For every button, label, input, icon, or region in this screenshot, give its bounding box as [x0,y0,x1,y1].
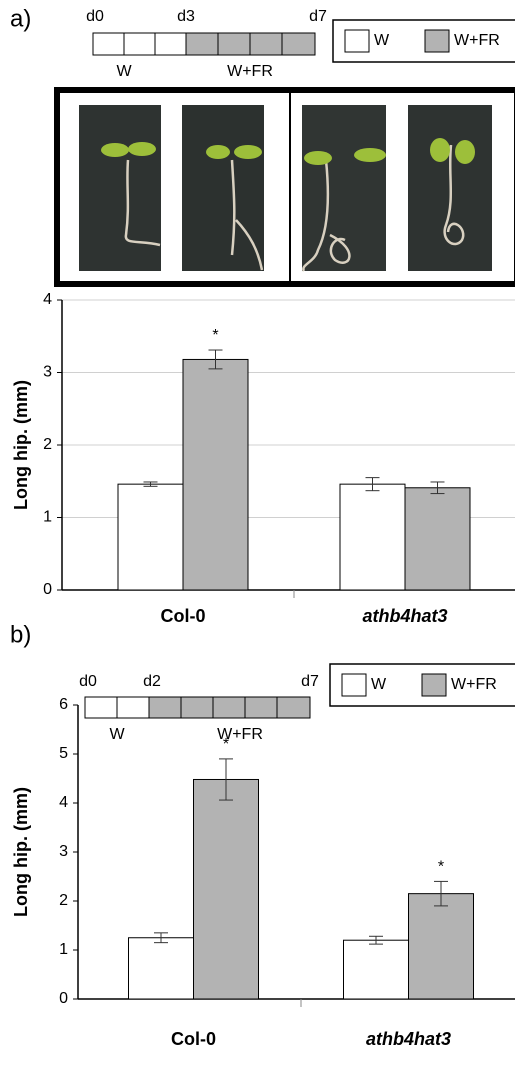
significance-mark: * [438,859,444,876]
bar [343,939,409,1000]
y-tick-label: 6 [59,696,68,713]
photo-panel [54,87,515,287]
panel-label: a) [10,5,31,32]
phase-label: W+FR [227,63,273,80]
y-tick-label: 0 [43,581,52,598]
y-tick-label: 1 [43,509,52,526]
y-tick-label: 5 [59,745,68,762]
y-tick-label: 0 [59,990,68,1007]
day-label: d0 [86,8,104,25]
legend-swatch [341,673,367,697]
day-label: d7 [309,8,327,25]
x-tick-label: Col-0 [161,606,206,626]
significance-mark: * [223,736,229,753]
y-axis-label: Long hip. (mm) [11,787,31,917]
y-tick-label: 3 [59,843,68,860]
day-label: d0 [79,673,97,690]
panel-label: b) [10,621,31,648]
legend-swatch [421,673,447,697]
day-label: d7 [301,673,319,690]
legend-label: W+FR [451,676,497,693]
bar [404,487,471,591]
y-tick-label: 2 [43,436,52,453]
phase-label: W+FR [217,726,263,743]
phase-label: W [116,63,132,80]
timeline [92,32,316,56]
bar [128,937,194,1000]
y-tick-label: 2 [59,892,68,909]
legend-label: W+FR [454,32,500,49]
legend-swatch [344,29,370,53]
day-label: d3 [177,8,195,25]
bar [408,893,474,1000]
bar [193,778,259,1000]
x-tick-label: Col-0 [171,1029,216,1049]
legend-label: W [374,32,390,49]
y-tick-label: 1 [59,941,68,958]
bar [117,483,184,591]
day-label: d2 [143,673,161,690]
x-tick-label: athb4hat3 [366,1029,451,1049]
phase-label: W [109,726,125,743]
legend-swatch [424,29,450,53]
significance-mark: * [212,327,218,344]
legend-label: W [371,676,387,693]
x-tick-label: athb4hat3 [362,606,447,626]
y-tick-label: 4 [43,291,52,308]
y-tick-label: 3 [43,364,52,381]
bar [182,358,249,591]
y-tick-label: 4 [59,794,68,811]
timeline [84,696,311,719]
y-axis-label: Long hip. (mm) [11,380,31,510]
bar [339,483,406,591]
